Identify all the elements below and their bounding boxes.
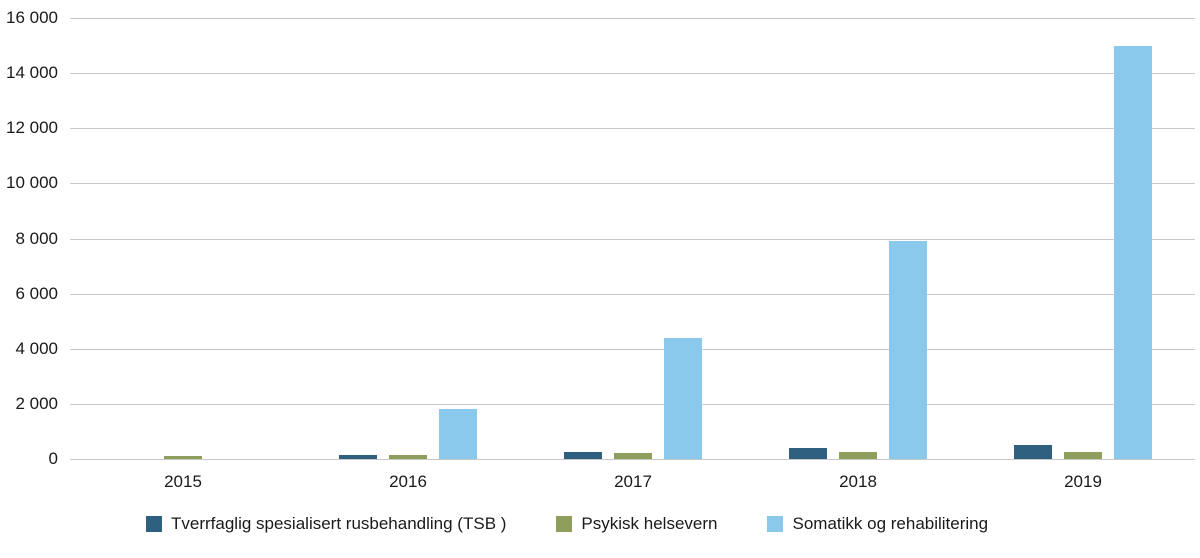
x-axis-label: 2016 bbox=[389, 472, 427, 491]
bar-2016-series-2 bbox=[389, 455, 427, 459]
y-axis-tick-label: 4 000 bbox=[15, 339, 58, 358]
gridline bbox=[70, 294, 1195, 295]
legend-swatch-icon bbox=[556, 516, 573, 532]
y-axis-tick-label: 14 000 bbox=[6, 63, 58, 82]
y-axis-tick-label: 10 000 bbox=[6, 173, 58, 192]
legend-item: Somatikk og rehabilitering bbox=[767, 514, 988, 534]
bar-2018-series-2 bbox=[839, 452, 877, 459]
bar-2018-series-3 bbox=[889, 241, 927, 459]
bar-2017-series-3 bbox=[664, 338, 702, 459]
y-axis-tick-label: 2 000 bbox=[15, 394, 58, 413]
legend-swatch-icon bbox=[146, 516, 162, 532]
legend-label: Tverrfaglig spesialisert rusbehandling (… bbox=[171, 514, 507, 533]
bar-2019-series-2 bbox=[1064, 452, 1102, 459]
legend-item: Tverrfaglig spesialisert rusbehandling (… bbox=[146, 514, 506, 534]
bar-2017-series-2 bbox=[614, 453, 652, 459]
legend-label: Psykisk helsevern bbox=[581, 514, 718, 533]
gridline bbox=[70, 183, 1195, 184]
y-axis-tick-label: 8 000 bbox=[15, 229, 58, 248]
y-axis-tick-label: 6 000 bbox=[15, 284, 58, 303]
y-axis-tick-label: 12 000 bbox=[6, 118, 58, 137]
gridline bbox=[70, 128, 1195, 129]
gridline bbox=[70, 459, 1195, 460]
legend-swatch-icon bbox=[767, 516, 784, 532]
chart-legend: Tverrfaglig spesialisert rusbehandling (… bbox=[146, 514, 1038, 534]
gridline bbox=[70, 404, 1195, 405]
bar-2018-series-1 bbox=[789, 448, 827, 459]
gridline bbox=[70, 18, 1195, 19]
bar-2015-series-2 bbox=[164, 456, 202, 459]
x-axis-label: 2018 bbox=[839, 472, 877, 491]
gridline bbox=[70, 239, 1195, 240]
bar-2017-series-1 bbox=[564, 452, 602, 459]
x-axis-label: 2015 bbox=[164, 472, 202, 491]
bar-2019-series-3 bbox=[1114, 46, 1152, 459]
x-axis-label: 2017 bbox=[614, 472, 652, 491]
gridline bbox=[70, 349, 1195, 350]
bar-2016-series-3 bbox=[439, 409, 477, 459]
y-axis-tick-label: 16 000 bbox=[6, 8, 58, 27]
y-axis-tick-label: 0 bbox=[48, 449, 58, 468]
bar-2016-series-1 bbox=[339, 455, 377, 459]
x-axis-label: 2019 bbox=[1064, 472, 1102, 491]
bar-2019-series-1 bbox=[1014, 445, 1052, 459]
gridline bbox=[70, 73, 1195, 74]
legend-label: Somatikk og rehabilitering bbox=[792, 514, 989, 533]
legend-item: Psykisk helsevern bbox=[556, 514, 717, 534]
